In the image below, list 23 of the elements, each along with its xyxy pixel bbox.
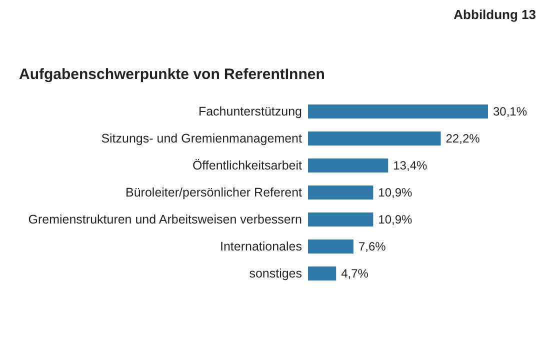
bar: [308, 158, 388, 172]
y-tick-label: Sitzungs- und Gremienmanagement: [101, 132, 303, 146]
bar: [308, 266, 336, 280]
data-label: 4,7%: [341, 266, 369, 280]
y-tick-label: sonstiges: [249, 266, 302, 280]
bar: [308, 104, 488, 118]
text: Abbildung 13: [454, 7, 536, 22]
bar: [308, 240, 354, 254]
text: Aufgabenschwerpunkte von ReferentInnen: [19, 66, 325, 83]
y-tick-label: Gremienstrukturen und Arbeitsweisen verbessern: [28, 212, 302, 226]
data-label: 30,1%: [493, 104, 528, 118]
data-label: 13,4%: [393, 158, 428, 172]
y-tick-label: Internationales: [220, 240, 302, 254]
bar: [308, 212, 374, 226]
bar: [308, 186, 374, 200]
data-label: 10,9%: [378, 212, 413, 226]
data-label: 7,6%: [358, 240, 386, 254]
y-tick-label: Büroleiter/persönlicher Referent: [126, 186, 303, 200]
data-label: 22,2%: [446, 132, 480, 146]
y-tick-label: Fachunterstützung: [198, 104, 302, 118]
data-label: 10,9%: [378, 186, 413, 200]
bar: [308, 132, 441, 146]
y-tick-label: Öffentlichkeitsarbeit: [192, 158, 303, 172]
